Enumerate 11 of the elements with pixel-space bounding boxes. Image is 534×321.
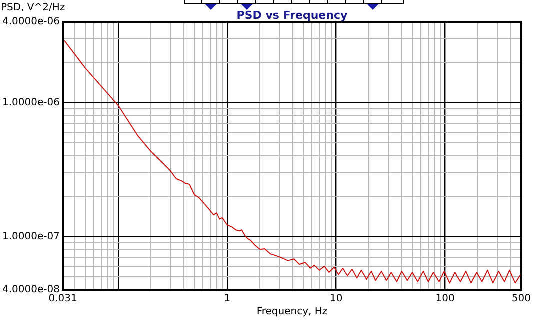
y-tick-label: 1.0000e-07 bbox=[2, 231, 60, 242]
x-tick-label: 500 bbox=[512, 294, 532, 305]
y-tick-label: 1.0000e-06 bbox=[2, 97, 60, 108]
x-axis-title: Frequency, Hz bbox=[256, 306, 328, 318]
chart-title: PSD vs Frequency bbox=[236, 8, 348, 22]
x-tick-label: 100 bbox=[436, 294, 455, 305]
x-tick-label: 0.031 bbox=[48, 294, 78, 305]
y-axis-title: PSD, V^2/Hz bbox=[1, 2, 66, 14]
x-tick-label: 10 bbox=[330, 294, 343, 305]
y-tick-label: 4.0000e-06 bbox=[2, 16, 60, 28]
x-tick-label: 1 bbox=[224, 294, 231, 305]
